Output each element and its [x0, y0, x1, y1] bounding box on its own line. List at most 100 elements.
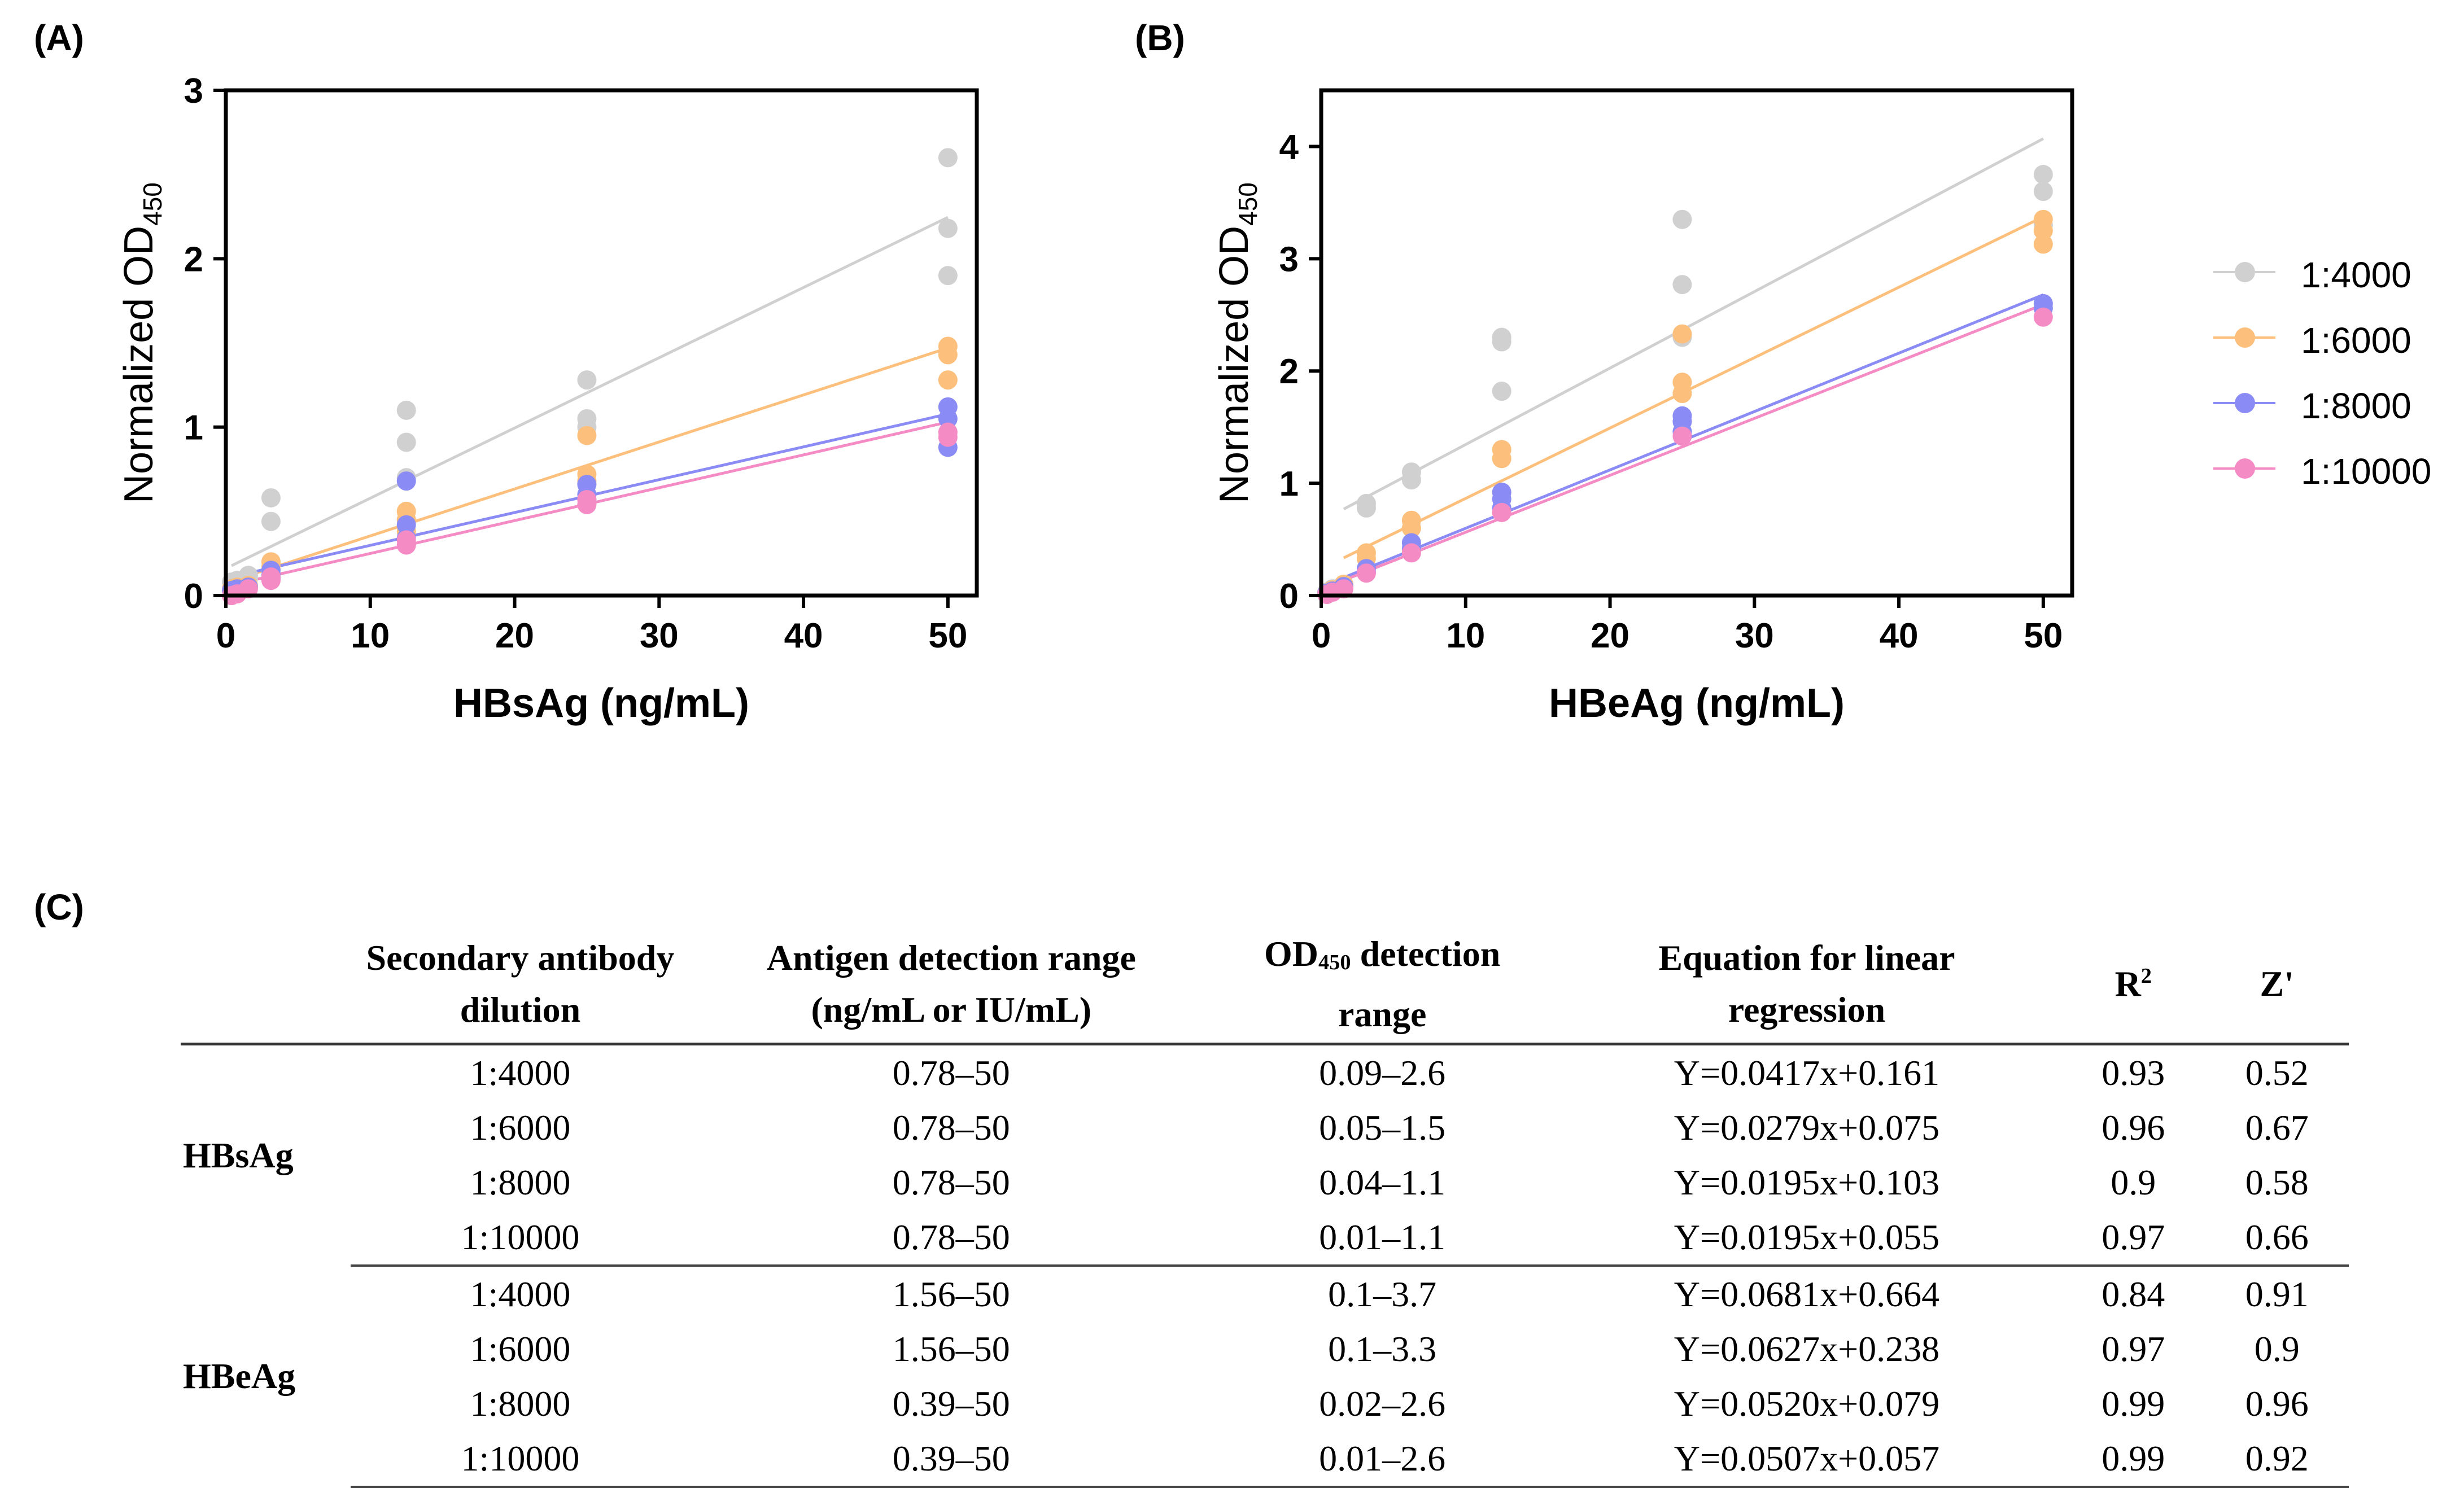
- data-point: [2033, 221, 2053, 240]
- data-point: [938, 345, 958, 365]
- table-cell: 0.58: [2245, 1162, 2309, 1202]
- table-cell: 0.78–50: [892, 1162, 1010, 1202]
- header-group: [181, 926, 351, 1045]
- table-cell: 1:10000: [350, 1430, 691, 1488]
- table-cell: Y=0.0520x+0.079: [1674, 1383, 1940, 1424]
- plot-frame: [1319, 88, 2074, 598]
- y-tick-label: 3: [1279, 240, 1299, 279]
- data-point: [577, 494, 597, 514]
- table-row: HBeAg 1:4000 1.56–50 0.1–3.7 Y=0.0681x+0.664…: [181, 1266, 2349, 1397]
- table-cell: 0.67: [2245, 1107, 2309, 1148]
- plot-frame: [224, 88, 979, 598]
- table-row: 1:10000 0.39–50 0.01–2.6 Y=0.0507x+0.057 0.9…: [181, 1430, 2349, 1488]
- x-tick-label: 50: [928, 616, 967, 655]
- legend-marker: [2235, 458, 2255, 479]
- table-cell: 0.96: [2245, 1383, 2309, 1424]
- y-tick-label: 1: [1279, 465, 1299, 504]
- chart-a: 0 10 20 30 40 50 0 1 2 3 HBsAg (ng/mL) Normalized O…: [116, 72, 979, 726]
- data-point: [261, 511, 281, 531]
- data-point: [396, 515, 416, 535]
- data-point: [2033, 165, 2053, 185]
- data-point: [396, 400, 416, 420]
- table-cell: 0.9: [2111, 1162, 2156, 1202]
- table-cell: 0.39–50: [690, 1430, 1213, 1488]
- data-point: [1672, 275, 1692, 295]
- data-point: [938, 266, 958, 286]
- table-row: 1:8000 0.39–50 0.02–2.6 Y=0.0520x+0.079 0.99…: [181, 1376, 2349, 1431]
- group-label: HBsAg: [183, 1135, 294, 1176]
- table-cell: 1:8000: [470, 1383, 571, 1424]
- table-cell: 1:4000: [470, 1273, 571, 1314]
- table-cell: 0.78–50: [892, 1107, 1010, 1148]
- panel-label-a: (A): [34, 17, 84, 58]
- table-cell: 1:10000: [350, 1209, 691, 1267]
- table-cell: 0.91: [2245, 1273, 2309, 1314]
- data-point: [1492, 449, 1511, 469]
- table-cell: 0.93: [2102, 1052, 2165, 1093]
- legend-label: 1:8000: [2301, 386, 2411, 426]
- data-point: [2033, 307, 2053, 327]
- table-cell: 0.1–3.3: [1328, 1328, 1437, 1369]
- table-cell: 1.56–50: [892, 1328, 1010, 1369]
- table-row: 1:10000 0.78–50 0.01–1.1 Y=0.0195x+0.055 0.9…: [181, 1209, 2349, 1267]
- x-tick-label: 40: [784, 616, 823, 655]
- table-cell: 0.66: [2205, 1209, 2349, 1267]
- fit-line: [230, 216, 949, 567]
- data-point: [1492, 382, 1511, 401]
- x-tick-label: 10: [351, 616, 390, 655]
- table-cell: 0.05–1.5: [1319, 1107, 1446, 1148]
- legend-label: 1:10000: [2301, 451, 2432, 492]
- table-cell: 0.84: [2102, 1273, 2165, 1314]
- table-cell: Y=0.0507x+0.057: [1552, 1430, 2062, 1488]
- table-row: 1:8000 0.78–50 0.04–1.1 Y=0.0195x+0.103 0.9 0…: [181, 1155, 2349, 1210]
- x-axis-label: HBsAg (ng/mL): [453, 681, 749, 726]
- header-r2: R2: [2061, 926, 2205, 1045]
- data-point: [1401, 518, 1421, 538]
- header-dilution: Secondary antibody dilution: [350, 926, 691, 1045]
- y-tick-label: 2: [1279, 352, 1299, 391]
- table-cell: 0.99: [2102, 1383, 2165, 1424]
- table-cell: 1:6000: [470, 1328, 571, 1369]
- header-antigen-range: Antigen detection range (ng/mL or IU/mL): [690, 926, 1213, 1045]
- data-point: [1672, 324, 1692, 344]
- y-tick-label: 0: [1279, 577, 1299, 616]
- table-cell: 0.01–1.1: [1212, 1209, 1552, 1267]
- table-cell: 1:8000: [470, 1162, 571, 1202]
- data-point: [938, 148, 958, 168]
- y-tick-label: 1: [184, 409, 203, 448]
- data-point: [1672, 426, 1692, 446]
- table-cell: Y=0.0627x+0.238: [1674, 1328, 1940, 1369]
- x-tick-label: 30: [640, 616, 679, 655]
- panel-label-b: (B): [1135, 17, 1185, 58]
- legend-label: 1:4000: [2301, 255, 2411, 295]
- legend-marker: [2235, 393, 2255, 413]
- y-tick-label: 0: [184, 577, 203, 616]
- table-cell: Y=0.0681x+0.664: [1674, 1273, 1940, 1314]
- x-tick-label: 30: [1735, 616, 1774, 655]
- fit-line: [231, 347, 949, 583]
- table-cell: Y=0.0195x+0.103: [1674, 1162, 1940, 1202]
- data-point: [2033, 234, 2053, 254]
- y-axis-label: Normalized OD450: [116, 182, 167, 504]
- x-tick-label: 40: [1880, 616, 1919, 655]
- table-cell: 0.09–2.6: [1319, 1052, 1446, 1093]
- data-point: [1672, 209, 1692, 229]
- table-cell: 1:4000: [470, 1052, 571, 1093]
- x-tick-label: 20: [1591, 616, 1629, 655]
- x-axis-label: HBeAg (ng/mL): [1549, 681, 1845, 726]
- data-point: [1672, 384, 1692, 403]
- y-tick-label: 3: [184, 72, 203, 111]
- table-cell: 0.39–50: [892, 1383, 1010, 1424]
- data-point: [938, 218, 958, 238]
- table-cell: 0.04–1.1: [1319, 1162, 1446, 1202]
- legend-label: 1:6000: [2301, 320, 2411, 361]
- table-cell: 0.78–50: [892, 1052, 1010, 1093]
- data-point: [938, 370, 958, 390]
- y-axis-label: Normalized OD450: [1212, 182, 1262, 504]
- header-equation: Equation for linear regression: [1552, 926, 2062, 1045]
- table-cell: 0.92: [2205, 1430, 2349, 1488]
- table-cell: 0.1–3.7: [1328, 1273, 1437, 1314]
- data-point: [396, 535, 416, 555]
- table-cell: 0.99: [2061, 1430, 2205, 1488]
- table-cell: 0.01–2.6: [1212, 1430, 1552, 1488]
